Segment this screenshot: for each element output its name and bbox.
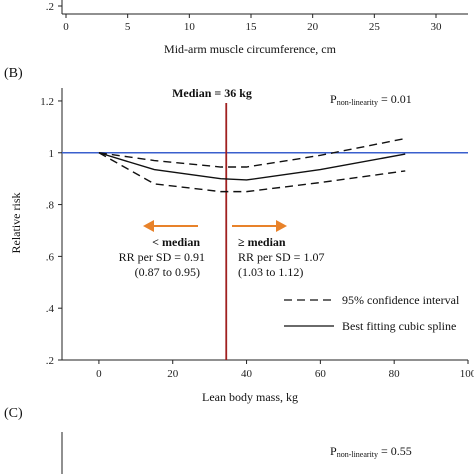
below-median-ci: (0.87 to 0.95) bbox=[135, 265, 200, 279]
panel-a-x-tick-label: 20 bbox=[307, 21, 319, 33]
above-median-ci: (1.03 to 1.12) bbox=[238, 265, 303, 279]
x-tick-label: 60 bbox=[315, 368, 327, 380]
panel-c-p-value-label: Pnon-linearity = 0.55 bbox=[330, 444, 412, 459]
panel-a-x-tick-label: 30 bbox=[431, 21, 443, 33]
panel-a-x-tick-label: 25 bbox=[369, 21, 381, 33]
x-tick-label: 0 bbox=[96, 368, 102, 380]
panel-a-x-label: Mid-arm muscle circumference, cm bbox=[164, 42, 337, 56]
y-tick-label: 1 bbox=[49, 148, 55, 160]
p-value-label: Pnon-linearity = 0.01 bbox=[330, 92, 412, 107]
panel-b: (B) 1.2 1 .8 .6 .4 .2 0 20 40 60 80 100 Relative r… bbox=[4, 66, 474, 404]
y-tick-label: .8 bbox=[46, 200, 55, 212]
ci-line-1 bbox=[98, 137, 406, 168]
above-median-arrow bbox=[232, 220, 287, 232]
y-tick-label: .2 bbox=[46, 355, 54, 367]
spline-line bbox=[98, 152, 406, 181]
panel-c: (C) Pnon-linearity = 0.55 bbox=[4, 406, 412, 474]
panel-c-label: (C) bbox=[4, 406, 23, 421]
panel-a-x-tick-label: 10 bbox=[184, 21, 196, 33]
panel-a: .2 0 5 10 15 20 25 30 Mid-arm muscle circumfer… bbox=[46, 0, 468, 56]
panel-b-label: (B) bbox=[4, 66, 23, 81]
panel-a-x-tick-label: 15 bbox=[246, 21, 258, 33]
legend: 95% confidence interval Best fitting cub… bbox=[284, 293, 460, 333]
legend-item-ci: 95% confidence interval bbox=[342, 293, 460, 307]
y-tick-label: .6 bbox=[46, 251, 55, 263]
y-tick-label: .4 bbox=[46, 303, 55, 315]
panel-a-x-tick-label: 5 bbox=[125, 21, 131, 33]
x-axis-label: Lean body mass, kg bbox=[202, 390, 298, 404]
x-tick-label: 100 bbox=[460, 368, 474, 380]
x-tick-label: 20 bbox=[167, 368, 179, 380]
y-tick-label: 1.2 bbox=[40, 96, 54, 108]
below-median-title: < median bbox=[152, 235, 200, 249]
ci-line-2 bbox=[98, 152, 406, 193]
y-axis-label: Relative risk bbox=[9, 193, 23, 254]
legend-item-spline: Best fitting cubic spline bbox=[342, 319, 456, 333]
below-median-arrow bbox=[143, 220, 198, 232]
x-tick-label: 40 bbox=[241, 368, 253, 380]
above-median-title: ≥ median bbox=[238, 235, 286, 249]
x-tick-label: 80 bbox=[389, 368, 401, 380]
below-median-rr: RR per SD = 0.91 bbox=[119, 250, 205, 264]
median-label: Median = 36 kg bbox=[172, 86, 252, 100]
above-median-rr: RR per SD = 1.07 bbox=[238, 250, 324, 264]
panel-a-y-tick-label: .2 bbox=[46, 1, 54, 13]
panel-a-x-tick-label: 0 bbox=[63, 21, 69, 33]
